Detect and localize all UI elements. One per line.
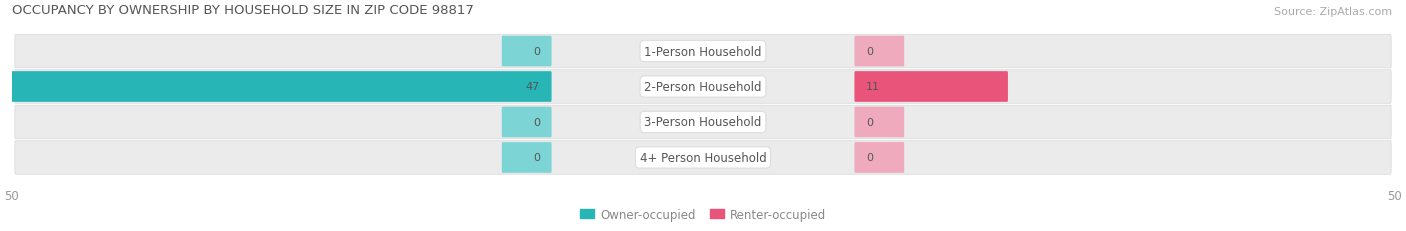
FancyBboxPatch shape [15,70,1391,104]
Text: 0: 0 [866,153,873,163]
Text: 2-Person Household: 2-Person Household [644,81,762,94]
FancyBboxPatch shape [502,107,551,138]
Text: 0: 0 [533,153,540,163]
FancyBboxPatch shape [15,106,1391,139]
FancyBboxPatch shape [855,143,904,173]
Text: 0: 0 [533,118,540,128]
Text: 1-Person Household: 1-Person Household [644,45,762,58]
Text: 4+ Person Household: 4+ Person Household [640,151,766,164]
FancyBboxPatch shape [0,72,551,102]
Text: OCCUPANCY BY OWNERSHIP BY HOUSEHOLD SIZE IN ZIP CODE 98817: OCCUPANCY BY OWNERSHIP BY HOUSEHOLD SIZE… [11,4,474,17]
FancyBboxPatch shape [855,36,904,67]
Text: 0: 0 [533,47,540,57]
Text: 11: 11 [866,82,880,92]
FancyBboxPatch shape [502,143,551,173]
FancyBboxPatch shape [15,35,1391,69]
Legend: Owner-occupied, Renter-occupied: Owner-occupied, Renter-occupied [575,203,831,225]
FancyBboxPatch shape [855,107,904,138]
Text: 0: 0 [866,118,873,128]
Text: 47: 47 [526,82,540,92]
Text: 3-Person Household: 3-Person Household [644,116,762,129]
FancyBboxPatch shape [855,72,1008,102]
FancyBboxPatch shape [15,141,1391,174]
Text: 0: 0 [866,47,873,57]
FancyBboxPatch shape [502,36,551,67]
Text: Source: ZipAtlas.com: Source: ZipAtlas.com [1274,7,1392,17]
